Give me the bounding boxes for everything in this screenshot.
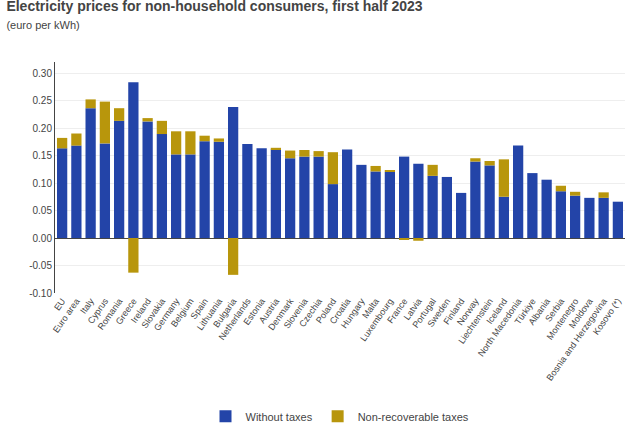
svg-text:North Macedonia: North Macedonia (476, 296, 524, 358)
svg-text:Spain: Spain (189, 296, 210, 321)
svg-text:Norway: Norway (455, 296, 481, 327)
svg-text:-0.10: -0.10 (29, 288, 52, 299)
svg-text:0.25: 0.25 (33, 95, 53, 106)
svg-text:Belgium: Belgium (169, 296, 196, 328)
svg-text:0.20: 0.20 (33, 123, 53, 134)
svg-text:Sweden: Sweden (425, 296, 452, 328)
svg-text:Non-recoverable taxes: Non-recoverable taxes (358, 411, 469, 423)
svg-text:Slovakia: Slovakia (139, 296, 167, 330)
svg-text:Portugal: Portugal (411, 296, 438, 329)
svg-text:Romania: Romania (96, 296, 125, 331)
svg-text:Montenegro: Montenegro (545, 296, 581, 341)
svg-text:Poland: Poland (314, 296, 338, 325)
svg-text:Estonia: Estonia (242, 296, 267, 326)
svg-text:Kosovo (*): Kosovo (*) (591, 296, 623, 336)
svg-text:Finland: Finland (441, 296, 466, 326)
svg-text:Bulgaria: Bulgaria (211, 296, 238, 329)
svg-text:Türkiye: Türkiye (513, 296, 538, 326)
svg-text:Denmark: Denmark (266, 296, 295, 332)
svg-text:-0.05: -0.05 (29, 260, 52, 271)
svg-text:Luxembourg: Luxembourg (358, 296, 395, 343)
svg-text:EU: EU (52, 296, 67, 312)
svg-text:Ireland: Ireland (129, 296, 153, 324)
svg-text:Austria: Austria (257, 296, 281, 325)
svg-text:Liechtenstein: Liechtenstein (456, 296, 495, 345)
svg-text:Electricity prices for non-hou: Electricity prices for non-household con… (6, 0, 422, 31)
svg-text:Netherlands: Netherlands (217, 296, 253, 342)
svg-text:Greece: Greece (114, 296, 139, 326)
svg-text:Euro area: Euro area (51, 296, 82, 334)
svg-text:0.10: 0.10 (33, 178, 53, 189)
svg-text:Bosnia and Herzegovina: Bosnia and Herzegovina (545, 296, 609, 382)
svg-text:Italy: Italy (78, 296, 96, 316)
svg-text:Cyprus: Cyprus (86, 296, 111, 325)
svg-text:Germany: Germany (152, 296, 182, 332)
svg-text:Slovenia: Slovenia (282, 296, 310, 330)
svg-text:Lithuania: Lithuania (195, 296, 224, 332)
svg-text:Croatia: Croatia (328, 296, 353, 326)
svg-text:Hungary: Hungary (339, 296, 367, 330)
svg-text:0.15: 0.15 (33, 150, 53, 161)
svg-text:Albania: Albania (527, 296, 552, 326)
svg-text:0.05: 0.05 (33, 205, 53, 216)
svg-text:Latvia: Latvia (402, 296, 424, 321)
svg-text:Serbia: Serbia (543, 296, 566, 323)
svg-text:Czechia: Czechia (297, 296, 324, 328)
svg-text:France: France (385, 296, 409, 325)
svg-text:0.30: 0.30 (33, 68, 53, 79)
svg-text:Iceland: Iceland (484, 296, 509, 326)
svg-text:0.00: 0.00 (33, 233, 53, 244)
svg-text:Moldova: Moldova (567, 296, 595, 330)
svg-text:Without taxes: Without taxes (246, 411, 313, 423)
svg-text:Malta: Malta (360, 296, 381, 320)
